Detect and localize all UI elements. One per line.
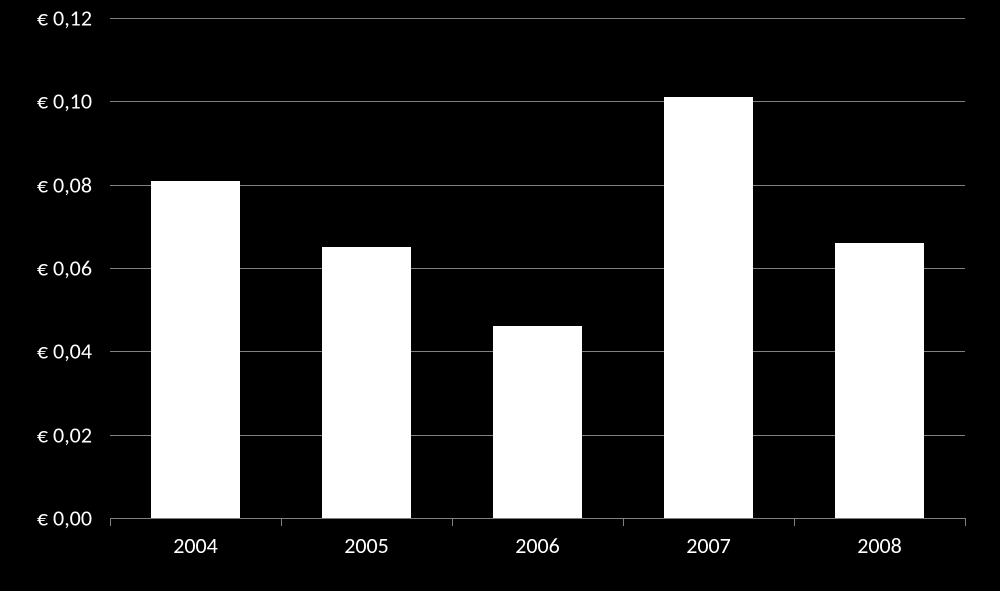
y-axis-tick-label: € 0,00	[0, 505, 92, 532]
x-axis-tick	[794, 518, 795, 526]
y-axis-tick-label: € 0,10	[0, 88, 92, 115]
bar	[322, 247, 411, 518]
x-axis-tick-label: 2007	[686, 532, 731, 559]
bar	[835, 243, 924, 518]
x-axis-tick	[965, 518, 966, 526]
grid-line	[110, 101, 965, 102]
x-axis-tick	[623, 518, 624, 526]
x-axis-tick-label: 2006	[515, 532, 560, 559]
y-axis-tick-label: € 0,12	[0, 5, 92, 32]
bar-chart: € 0,00 € 0,02 € 0,04 € 0,06 € 0,08 € 0,10 € 0,…	[0, 0, 1000, 591]
x-axis-tick-label: 2005	[344, 532, 389, 559]
x-axis-tick	[281, 518, 282, 526]
bar	[151, 181, 240, 519]
y-axis-tick-label: € 0,08	[0, 171, 92, 198]
x-axis-tick	[452, 518, 453, 526]
x-axis-tick-label: 2008	[857, 532, 902, 559]
x-axis-tick-label: 2004	[173, 532, 218, 559]
grid-line	[110, 18, 965, 19]
y-axis-tick-label: € 0,06	[0, 255, 92, 282]
x-axis-tick	[110, 518, 111, 526]
bar	[493, 326, 582, 518]
x-axis-line	[110, 518, 965, 519]
y-axis-tick-label: € 0,04	[0, 338, 92, 365]
bar	[664, 97, 753, 518]
y-axis-tick-label: € 0,02	[0, 421, 92, 448]
